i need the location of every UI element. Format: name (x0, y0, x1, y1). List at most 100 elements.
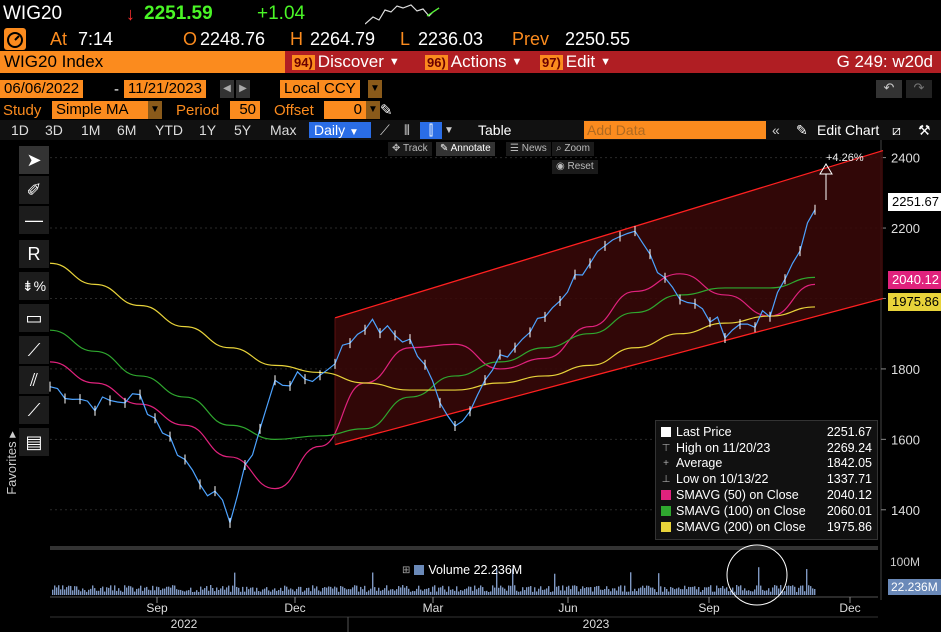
volume-bar (600, 589, 602, 595)
chart-type-dropdown-icon[interactable]: ▼ (444, 124, 454, 136)
prev-label: Prev (512, 28, 550, 49)
legend-row[interactable]: SMAVG (200) on Close 1975.86 (661, 519, 872, 535)
volume-bar (602, 589, 604, 595)
channel-upper-line[interactable] (334, 149, 884, 319)
ray-tool-icon[interactable]: ⟋ (19, 396, 49, 424)
range-3d[interactable]: 3D (45, 122, 63, 138)
pointer-tool-icon[interactable]: ➤ (19, 146, 49, 174)
volume-bar (696, 589, 698, 595)
edit-chart-button[interactable]: Edit Chart (817, 122, 880, 138)
end-date-input[interactable]: 11/21/2023 (124, 80, 206, 98)
frequency-select[interactable]: Daily ▼ (309, 122, 371, 138)
volume-bar (150, 590, 152, 595)
volume-bar (418, 585, 420, 595)
volume-bar (96, 590, 98, 595)
currency-select[interactable]: Local CCY (280, 80, 360, 98)
undo-icon[interactable]: ↶ (876, 80, 902, 98)
track-button[interactable]: ✥ Track (388, 142, 432, 156)
series-smavg-50[interactable] (49, 273, 816, 490)
annotate-button[interactable]: ✎ Annotate (436, 142, 495, 156)
study-select[interactable]: Simple MA (52, 101, 148, 119)
security-field[interactable]: WIG20 Index (0, 51, 285, 73)
trendline-tool-icon[interactable]: ⟋ (19, 336, 49, 364)
series-smavg-200[interactable] (49, 262, 816, 391)
horizontal-line-tool-icon[interactable]: — (19, 206, 49, 234)
volume-bar (282, 590, 284, 595)
redo-icon[interactable]: ↷ (906, 80, 932, 98)
range-max[interactable]: Max (270, 122, 297, 138)
line-chart-icon[interactable]: ⟋ (380, 121, 390, 138)
wrench-icon[interactable]: ⚒ (918, 121, 931, 138)
volume-bar (324, 587, 326, 595)
range-1y[interactable]: 1Y (199, 122, 217, 138)
channel-tool-icon[interactable]: ⫽ (19, 366, 49, 394)
range-5y[interactable]: 5Y (234, 122, 252, 138)
range-1d[interactable]: 1D (11, 122, 29, 138)
chart-settings-icon[interactable]: ⧄ (892, 121, 901, 138)
volume-bar (290, 588, 292, 595)
range-1m[interactable]: 1M (81, 122, 101, 138)
range-6m[interactable]: 6M (117, 122, 137, 138)
volume-bar (586, 587, 588, 595)
volume-bar (246, 586, 248, 595)
table-button[interactable]: Table (478, 122, 512, 138)
start-date-input[interactable]: 06/06/2022 (0, 80, 84, 98)
range-ytd[interactable]: YTD (155, 122, 183, 138)
clock-gauge-icon[interactable] (4, 28, 26, 50)
volume-bar (292, 589, 294, 595)
news-button[interactable]: ☰ News (506, 142, 551, 156)
offset-input[interactable]: 0 (324, 101, 366, 119)
edit-menu[interactable]: 97) Edit ▼ (540, 51, 611, 73)
volume-bar (318, 590, 320, 595)
reset-button[interactable]: ◉ Reset (552, 160, 598, 174)
offset-label: Offset (274, 101, 314, 119)
legend-row[interactable]: Last Price 2251.67 (661, 424, 872, 440)
offset-dropdown-icon[interactable]: ▼ (366, 101, 380, 119)
favorites-tab[interactable]: Favorites ▸ (3, 431, 19, 495)
series-last-price[interactable] (49, 209, 816, 525)
pen-tool-icon[interactable]: ✐ (19, 176, 49, 204)
volume-bar (658, 573, 660, 595)
volume-bar (652, 587, 654, 595)
volume-bar (106, 587, 108, 595)
collapse-icon[interactable]: « (772, 122, 780, 138)
news-label: News (521, 143, 547, 154)
volume-bar (294, 591, 296, 595)
pencil-icon[interactable]: ✎ (380, 102, 393, 119)
volume-bar (208, 590, 210, 595)
legend-row[interactable]: SMAVG (50) on Close 2040.12 (661, 487, 872, 503)
calendar-prev-icon[interactable]: ◀ (220, 80, 234, 98)
volume-bar (466, 588, 468, 595)
calendar-next-icon[interactable]: ▶ (236, 80, 250, 98)
fib-tool-icon[interactable]: ▤ (19, 428, 49, 456)
volume-bar (684, 585, 686, 595)
volume-bar (766, 590, 768, 595)
channel-lower-line[interactable] (334, 297, 884, 446)
volume-bar (72, 590, 74, 595)
candle-chart-icon[interactable]: ⫿ (420, 121, 442, 139)
volume-bar (740, 585, 742, 595)
retracement-tool-icon[interactable]: R (19, 240, 49, 268)
rectangle-tool-icon[interactable]: ▭ (19, 304, 49, 332)
percent-tool-icon[interactable]: ⇟% (19, 272, 49, 300)
volume-bar (278, 589, 280, 595)
add-data-input[interactable]: Add Data (584, 121, 766, 139)
volume-bar (344, 588, 346, 595)
discover-menu[interactable]: 94) Discover ▼ (292, 51, 400, 73)
volume-bar (742, 590, 744, 595)
legend-row[interactable]: SMAVG (100) on Close 2060.01 (661, 503, 872, 519)
volume-bar (768, 588, 770, 595)
open-value: 2248.76 (200, 28, 266, 49)
zoom-button[interactable]: ⌕ Zoom (552, 142, 594, 156)
legend-value: 2040.12 (826, 488, 872, 503)
actions-menu[interactable]: 96) Actions ▼ (425, 51, 522, 73)
pane-splitter[interactable] (50, 546, 878, 550)
currency-dropdown-icon[interactable]: ▼ (368, 80, 382, 98)
volume-bar (424, 589, 426, 595)
period-input[interactable]: 50 (230, 101, 260, 119)
study-dropdown-icon[interactable]: ▼ (148, 101, 162, 119)
legend-label: SMAVG (50) on Close (676, 488, 799, 503)
bar-chart-icon[interactable]: ⫴ (404, 121, 410, 138)
volume-legend[interactable]: ⊞ Volume 22.236M (402, 563, 522, 577)
